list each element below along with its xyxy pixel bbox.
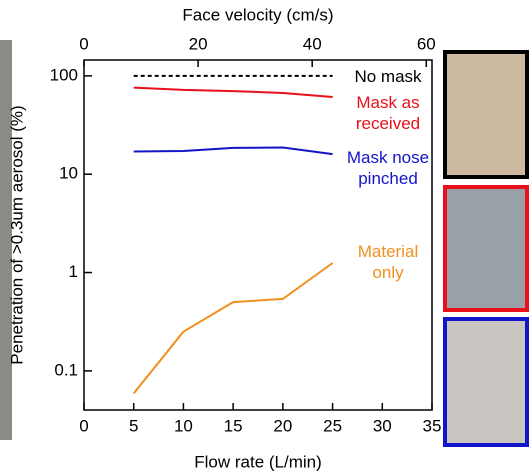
x-tick-label: 15 — [224, 416, 243, 435]
x-tick-label: 30 — [373, 416, 392, 435]
series-label: Mask nose pinched — [340, 147, 436, 189]
series-line — [134, 263, 333, 393]
series-label: Material only — [340, 241, 436, 283]
x2-tick-label: 60 — [417, 34, 436, 53]
x-tick-label: 20 — [273, 416, 292, 435]
y-tick-label: 1 — [69, 262, 78, 281]
y-tick-label: 10 — [59, 164, 78, 183]
photo-mask — [445, 187, 527, 310]
chart: Face velocity (cm/s) Flow rate (L/min) P… — [0, 0, 529, 476]
series-label: No mask — [340, 66, 436, 87]
x-tick-label: 5 — [129, 416, 138, 435]
x-tick-label: 25 — [323, 416, 342, 435]
y-tick-label: 100 — [50, 65, 78, 84]
series-line — [134, 148, 333, 155]
x-axis-label: Flow rate (L/min) — [194, 452, 322, 471]
y-tick-label: 0.1 — [54, 360, 78, 379]
x-tick-label: 0 — [79, 416, 88, 435]
x2-axis-label: Face velocity (cm/s) — [182, 5, 333, 24]
y-axis-label: Penetration of >0.3um aerosol (%) — [7, 105, 26, 364]
x2-tick-label: 40 — [303, 34, 322, 53]
x2-tick-label: 20 — [189, 34, 208, 53]
photo-head — [445, 52, 527, 177]
x-tick-label: 10 — [174, 416, 193, 435]
series-line — [134, 88, 333, 97]
x-tick-label: 35 — [423, 416, 442, 435]
figure: Face velocity (cm/s) Flow rate (L/min) P… — [0, 0, 529, 476]
x2-tick-label: 0 — [79, 34, 88, 53]
photo-closeup — [445, 319, 527, 445]
series-label: Mask as received — [340, 92, 436, 134]
